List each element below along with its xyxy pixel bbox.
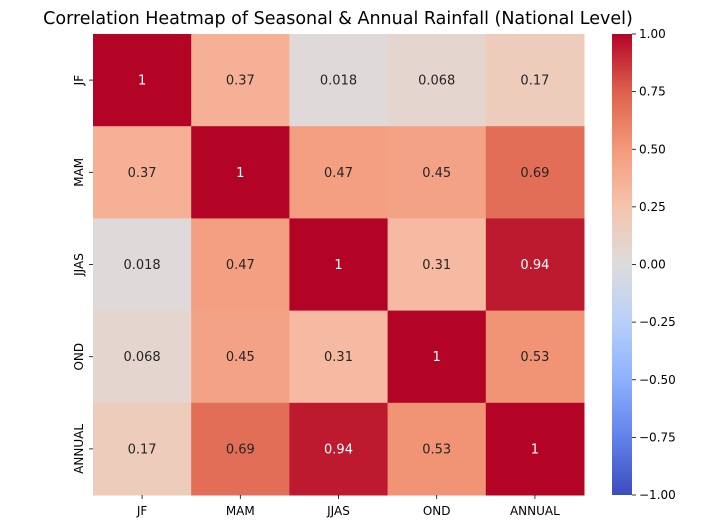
heatmap-cell	[387, 218, 487, 312]
cell-annotation: 0.068	[418, 74, 455, 89]
heatmap-cell	[191, 402, 290, 496]
y-tick-label: OND	[72, 343, 86, 371]
heatmap-cell	[93, 34, 192, 127]
heatmap-cell	[387, 34, 487, 127]
cell-annotation: 0.17	[520, 74, 549, 89]
cell-annotation: 0.94	[520, 258, 549, 273]
heatmap-cell	[485, 126, 585, 219]
heatmap-cell	[289, 402, 389, 496]
y-tick-label: JF	[72, 75, 86, 87]
heatmap-cell	[485, 34, 585, 127]
heatmap-cell	[93, 402, 192, 496]
colorbar: 1.00 0.75 0.50 0.25 0.00 −0.25 −0.50 −0.75 −1.00	[612, 27, 676, 502]
heatmap-cell	[485, 310, 585, 404]
colorbar-tick-label: 0.75	[639, 85, 666, 99]
x-tick-label: ANNUAL	[510, 504, 560, 518]
cell-annotation: 1	[433, 350, 441, 365]
heatmap-cell	[191, 34, 290, 127]
heatmap-cells	[93, 34, 585, 496]
cell-annotation: 0.69	[226, 442, 255, 457]
cell-annotation: 0.31	[422, 258, 451, 273]
colorbar-tick-label: −0.50	[639, 373, 676, 387]
cell-annotation: 0.068	[123, 350, 160, 365]
cell-annotation: 0.37	[128, 166, 157, 181]
cell-annotation: 0.018	[320, 74, 357, 89]
heatmap-cell	[289, 310, 389, 404]
heatmap-cell	[191, 126, 290, 219]
cell-annotation: 0.47	[324, 166, 353, 181]
cell-annotation: 0.94	[324, 442, 353, 457]
heatmap-cell	[93, 218, 192, 312]
cell-annotation: 1	[236, 166, 244, 181]
colorbar-tick-label: −0.25	[639, 315, 676, 329]
x-tick-label: MAM	[226, 504, 255, 518]
heatmap-cell	[191, 218, 290, 312]
heatmap-cell	[289, 34, 389, 127]
chart-title: Correlation Heatmap of Seasonal & Annual…	[43, 9, 633, 29]
y-tick-label: MAM	[72, 158, 86, 187]
x-tick-label: OND	[423, 504, 451, 518]
cell-annotation: 0.47	[226, 258, 255, 273]
cell-annotation: 0.018	[123, 258, 160, 273]
heatmap-cell	[387, 402, 487, 496]
cell-annotation: 0.31	[324, 350, 353, 365]
heatmap-cell	[191, 310, 290, 404]
cell-annotation: 1	[334, 258, 342, 273]
cell-annotation: 0.53	[520, 350, 549, 365]
colorbar-tick-label: 1.00	[639, 27, 666, 41]
colorbar-tick-label: 0.50	[639, 142, 666, 156]
heatmap-cell	[289, 218, 389, 312]
y-axis: JF MAM JJAS OND ANNUAL	[72, 75, 93, 474]
heatmap-cell	[387, 310, 487, 404]
cell-annotation: 0.37	[226, 74, 255, 89]
y-tick-label: JJAS	[72, 253, 86, 277]
heatmap-cell	[387, 126, 487, 219]
cell-annotation: 0.45	[422, 166, 451, 181]
heatmap-cell	[93, 126, 192, 219]
heatmap-annotations: 1 0.37 0.018 0.068 0.17 0.37 1 0.47 0.45 0.69 0.01…	[123, 74, 549, 458]
x-tick-label: JF	[136, 504, 148, 518]
x-tick-label: JJAS	[326, 504, 350, 518]
colorbar-tick-label: −0.75	[639, 430, 676, 444]
heatmap-cell	[93, 310, 192, 404]
cell-annotation: 0.17	[128, 442, 157, 457]
cell-annotation: 1	[138, 74, 146, 89]
heatmap-cell	[289, 126, 389, 219]
colorbar-gradient	[612, 34, 632, 495]
colorbar-tick-label: −1.00	[639, 488, 676, 502]
cell-annotation: 0.45	[226, 350, 255, 365]
cell-annotation: 0.53	[422, 442, 451, 457]
y-tick-label: ANNUAL	[72, 424, 86, 474]
heatmap-cell	[485, 218, 585, 312]
colorbar-tick-label: 0.25	[639, 200, 666, 214]
cell-annotation: 1	[531, 442, 539, 457]
heatmap-cell	[485, 402, 585, 496]
x-axis: JF MAM JJAS OND ANNUAL	[136, 495, 560, 518]
cell-annotation: 0.69	[520, 166, 549, 181]
colorbar-tick-label: 0.00	[639, 258, 666, 272]
